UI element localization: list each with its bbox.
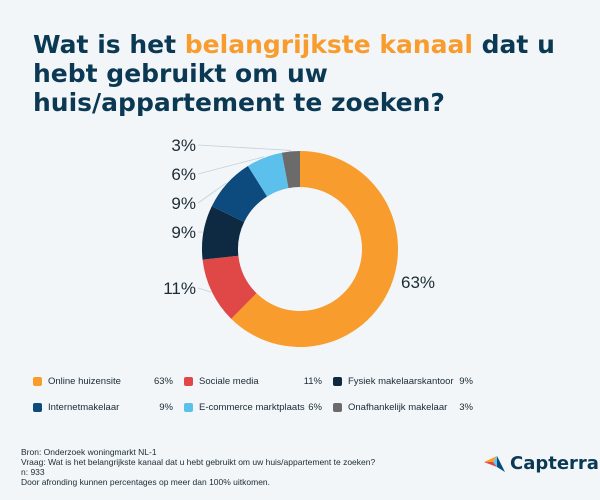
footer-source: Bron: Onderzoek woningmarkt NL-1	[21, 447, 157, 457]
legend-label: Internetmakelaar	[48, 401, 120, 413]
donut-slice	[211, 165, 268, 222]
legend-item: E-commerce marktplaats 6%	[184, 400, 322, 414]
donut-slice	[201, 206, 245, 260]
legend-label: Fysiek makelaarskantoor	[348, 375, 454, 387]
legend-value: 9%	[159, 401, 173, 413]
title-post: dat u hebt gebruikt om uw huis/apparteme…	[33, 30, 555, 117]
slice-percentage-label: 3%	[171, 136, 196, 155]
chart-title: Wat is het belangrijkste kanaal dat u he…	[33, 30, 583, 117]
legend-label: Sociale media	[199, 375, 259, 387]
slice-percentage-label: 11%	[163, 279, 196, 298]
legend-swatch	[184, 376, 193, 386]
slice-percentage-label: 9%	[171, 223, 196, 242]
slice-percentage-label: 6%	[171, 165, 196, 184]
slice-percentage-label: 63%	[401, 273, 435, 292]
donut-slice	[231, 151, 398, 347]
legend-swatch	[184, 402, 193, 412]
footer-rounding-note: Door afronding kunnen percentages op mee…	[21, 477, 271, 487]
legend-value: 63%	[153, 375, 173, 387]
title-highlight: belangrijkste kanaal	[184, 30, 473, 59]
legend-swatch	[333, 376, 342, 386]
legend-label: Online huizensite	[48, 375, 121, 387]
legend-item: Online huizensite 63%	[33, 374, 173, 388]
label-leader-line	[197, 156, 265, 175]
legend-label: Onafhankelijk makelaar	[348, 401, 448, 413]
legend-value: 3%	[459, 401, 473, 413]
donut-slice	[202, 255, 257, 319]
label-leader-line	[197, 287, 212, 293]
capterra-logo: Capterra	[484, 453, 599, 474]
legend-item: Sociale media 11%	[184, 374, 322, 388]
footer-notes: Bron: Onderzoek woningmarkt NL-1 Vraag: …	[21, 447, 375, 487]
legend-value: 11%	[303, 375, 322, 387]
slice-percentage-label: 9%	[171, 194, 196, 213]
donut-slice	[281, 151, 300, 189]
legend-swatch	[33, 402, 42, 412]
capterra-logo-text: Capterra	[510, 453, 599, 474]
label-leader-line	[197, 182, 227, 204]
legend-value: 6%	[308, 401, 322, 413]
title-pre: Wat is het	[33, 30, 185, 59]
legend-item: Internetmakelaar 9%	[33, 400, 173, 414]
footer-question: Vraag: Wat is het belangrijkste kanaal d…	[21, 457, 376, 467]
legend-item: Fysiek makelaarskantoor 9%	[333, 374, 473, 388]
label-leader-line	[197, 144, 291, 151]
legend-item: Onafhankelijk makelaar 3%	[333, 400, 473, 414]
footer-sample-size: n: 933	[21, 467, 45, 477]
legend-swatch	[333, 402, 342, 412]
capterra-logo-icon	[484, 455, 505, 472]
legend-label: E-commerce marktplaats	[199, 401, 305, 413]
legend-value: 9%	[459, 375, 473, 387]
donut-slice	[247, 152, 289, 197]
legend-swatch	[33, 376, 42, 386]
